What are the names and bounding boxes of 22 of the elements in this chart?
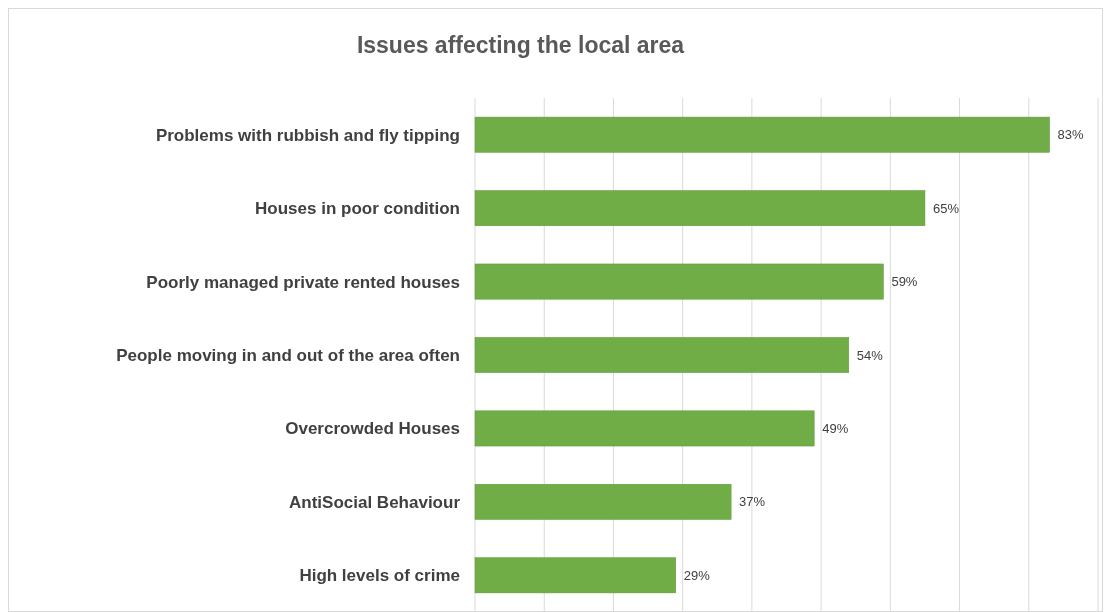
bar — [474, 557, 676, 594]
y-tick-label: Poorly managed private rented houses — [146, 272, 460, 292]
y-tick-label: AntiSocial Behaviour — [289, 492, 461, 512]
y-tick-label: Problems with rubbish and fly tipping — [155, 125, 460, 145]
y-tick-label: Houses in poor condition — [255, 199, 460, 219]
bar — [474, 263, 884, 300]
chart-title: Issues affecting the local area — [356, 32, 685, 58]
bar — [474, 190, 926, 227]
y-tick-label: People moving in and out of the area often — [116, 345, 460, 365]
data-label: 65% — [932, 200, 960, 216]
bar — [474, 410, 815, 447]
data-label: 54% — [856, 347, 884, 363]
bar — [474, 337, 850, 373]
bar — [474, 116, 1050, 153]
data-label: 37% — [739, 494, 766, 510]
data-label: 29% — [683, 567, 711, 583]
bar — [474, 483, 732, 520]
data-label: 49% — [822, 420, 849, 436]
y-tick-label: Overcrowded Houses — [285, 419, 460, 439]
data-label: 83% — [1057, 127, 1084, 143]
y-tick-label: High levels of crime — [299, 566, 460, 586]
data-label: 59% — [891, 274, 918, 290]
